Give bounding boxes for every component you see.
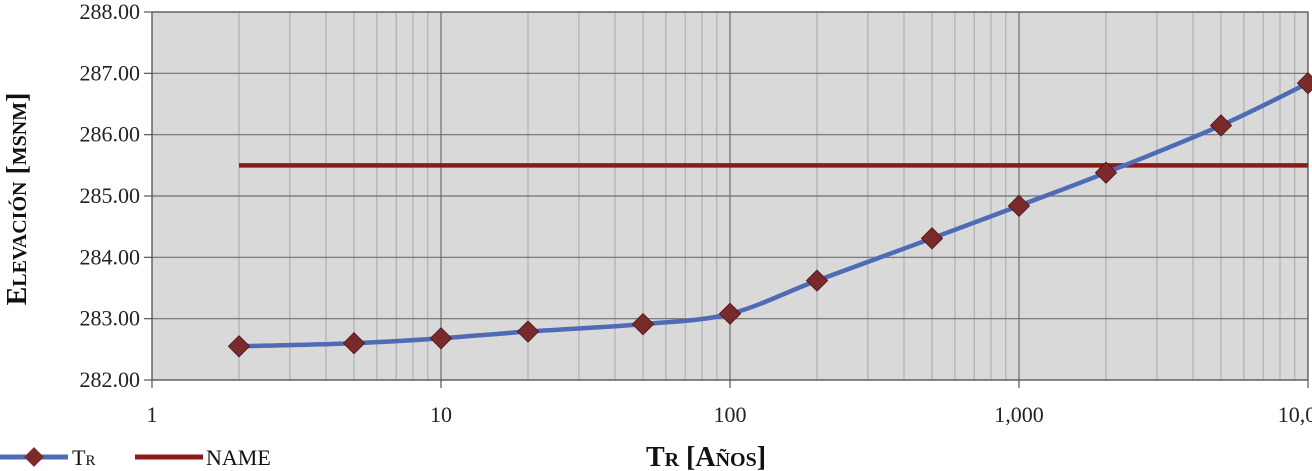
data-point-tr — [631, 313, 655, 336]
data-point-tr — [718, 302, 742, 325]
data-point-tr — [516, 320, 540, 343]
data-point-tr — [1094, 161, 1118, 184]
y-axis: 282.00 283.00 284.00 285.00 286.00 287.00 288.… — [80, 0, 152, 392]
data-point-tr — [1296, 71, 1312, 95]
y-tick-label: 284.00 — [80, 244, 141, 269]
x-tick-label: 100 — [714, 402, 747, 427]
x-tick-label: 10,000 — [1278, 402, 1312, 427]
x-tick-label: 1,000 — [994, 402, 1044, 427]
y-tick-label: 282.00 — [80, 367, 141, 392]
legend-item-name: NAME — [135, 445, 271, 470]
x-axis-label: Tr [Años] — [646, 442, 766, 471]
data-point-tr — [1007, 194, 1031, 217]
data-point-tr — [805, 269, 829, 292]
legend-label-tr: Tr — [72, 445, 95, 470]
data-point-tr — [920, 227, 944, 250]
series-layer — [227, 71, 1312, 358]
data-point-tr — [227, 335, 251, 358]
y-tick-label: 283.00 — [80, 306, 141, 331]
data-point-tr — [1209, 114, 1233, 137]
y-tick-label: 285.00 — [80, 183, 141, 208]
x-tick-label: 1 — [147, 402, 158, 427]
y-tick-label: 287.00 — [80, 60, 141, 85]
y-tick-label: 286.00 — [80, 122, 141, 147]
data-point-tr — [429, 327, 453, 350]
x-axis: 1 10 100 1,000 10,000 — [147, 380, 1312, 427]
y-tick-label: 288.00 — [80, 0, 141, 24]
x-tick-label: 10 — [430, 402, 452, 427]
data-point-tr — [342, 332, 366, 355]
legend-label-name: NAME — [206, 445, 271, 470]
y-axis-label: Elevación [msnm] — [2, 93, 33, 306]
legend-item-tr: Tr — [0, 445, 95, 470]
legend: Tr NAME — [0, 445, 271, 470]
